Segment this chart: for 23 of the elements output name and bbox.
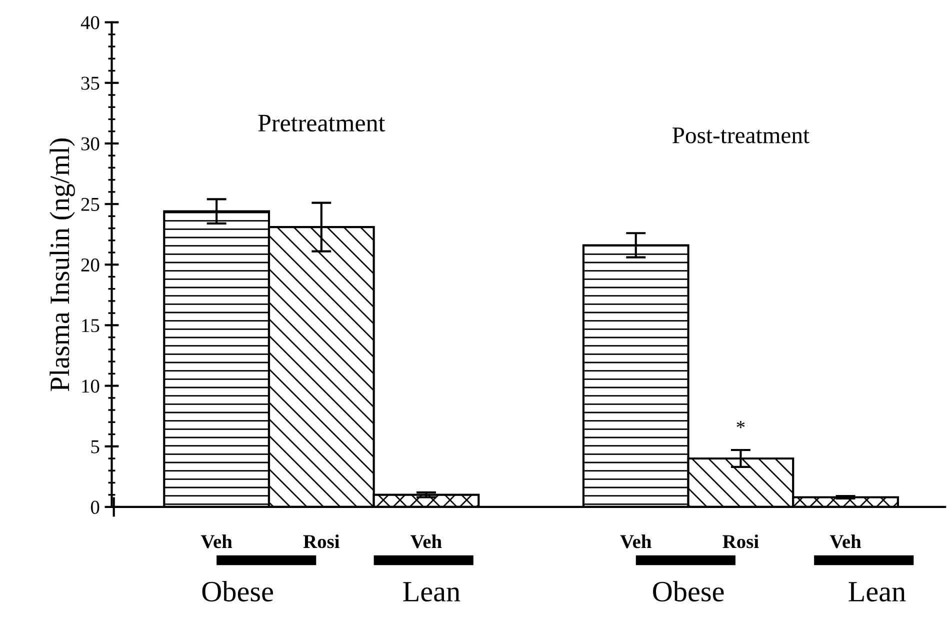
y-tick-label: 0 bbox=[90, 500, 100, 514]
y-tick-label: 25 bbox=[81, 198, 100, 211]
x-tick-label: Veh bbox=[620, 534, 652, 548]
y-tick-label: 40 bbox=[80, 16, 100, 30]
x-tick-label: Rosi bbox=[722, 534, 759, 548]
y-tick-label: 35 bbox=[81, 76, 100, 90]
x-tick-label: Rosi bbox=[303, 534, 340, 548]
annotation: * bbox=[736, 421, 745, 428]
y-axis-title: Plasma Insulin (ng/ml) bbox=[50, 138, 75, 392]
text: Obese bbox=[202, 580, 273, 602]
text: Obese bbox=[653, 580, 724, 602]
annotation: Post-treatment bbox=[672, 128, 810, 144]
text: Lean bbox=[403, 582, 460, 602]
annotation: Pretreatment bbox=[258, 114, 386, 132]
y-tick-label: 5 bbox=[91, 440, 100, 454]
x-tick-label: Veh bbox=[200, 534, 232, 548]
y-tick-label: 20 bbox=[81, 258, 100, 272]
y-tick-label: 30 bbox=[81, 137, 100, 150]
x-tick-label: Veh bbox=[410, 534, 442, 548]
y-tick-label: 10 bbox=[82, 380, 100, 393]
y-tick-label: 15 bbox=[82, 319, 100, 332]
x-tick-label: Veh bbox=[830, 534, 862, 548]
text: Lean bbox=[848, 582, 906, 602]
